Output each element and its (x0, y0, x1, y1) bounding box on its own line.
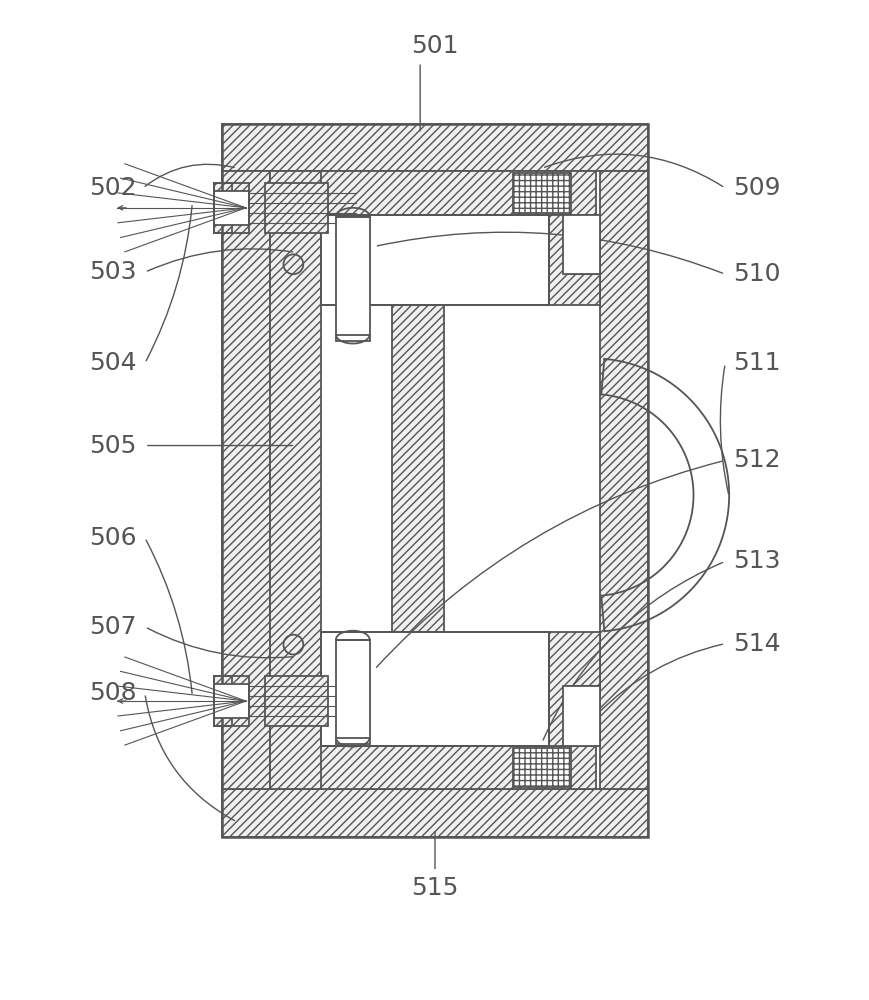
Bar (222, 171, 269, 789)
Bar (321, 215, 548, 305)
Bar (600, 171, 647, 789)
Text: 512: 512 (733, 448, 779, 472)
Text: 505: 505 (90, 434, 136, 458)
Text: 501: 501 (411, 34, 458, 58)
Text: 508: 508 (90, 681, 136, 705)
Bar (214, 684, 249, 718)
Bar (567, 215, 600, 274)
Bar (264, 676, 328, 726)
Bar (335, 640, 369, 744)
Bar (214, 676, 249, 726)
Bar (222, 124, 647, 171)
Bar (269, 746, 596, 789)
Bar (321, 632, 548, 746)
Text: 507: 507 (90, 615, 136, 639)
Text: 504: 504 (90, 351, 136, 375)
Bar (513, 173, 570, 213)
Bar (214, 183, 232, 233)
Bar (214, 676, 232, 726)
Bar (548, 632, 600, 746)
Bar (548, 215, 600, 305)
Bar (222, 124, 647, 837)
Bar (264, 183, 328, 233)
Bar (567, 686, 600, 746)
Bar (214, 183, 249, 233)
Text: 509: 509 (733, 176, 779, 200)
Bar (513, 748, 570, 787)
Bar (321, 215, 548, 305)
Text: 510: 510 (733, 262, 779, 286)
Bar (335, 217, 369, 341)
Bar (562, 215, 600, 274)
Text: 515: 515 (411, 876, 458, 900)
Text: 511: 511 (733, 351, 779, 375)
Bar (269, 171, 321, 789)
Text: 513: 513 (733, 549, 779, 573)
Bar (392, 215, 443, 746)
Bar (222, 789, 647, 837)
Bar (214, 191, 249, 225)
Text: 506: 506 (90, 526, 136, 550)
Text: 514: 514 (733, 632, 779, 656)
Bar (321, 632, 548, 746)
Text: 503: 503 (90, 260, 136, 284)
Bar (562, 686, 600, 746)
Text: 502: 502 (90, 176, 136, 200)
Bar (269, 171, 596, 215)
